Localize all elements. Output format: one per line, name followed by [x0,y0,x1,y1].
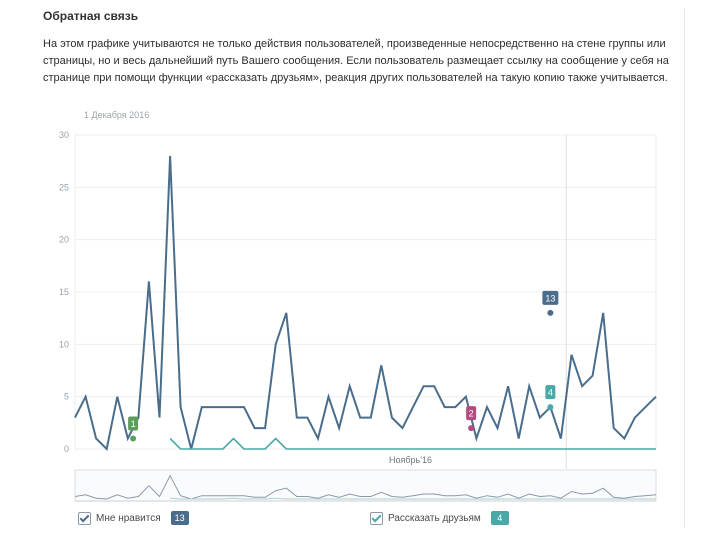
y-tick-label: 25 [59,182,69,192]
likes-count-badge: 13 [170,511,189,525]
annotation-label: 1 [131,419,136,429]
chart-date-label: 1 Декабря 2016 [84,110,150,120]
y-tick-label: 15 [59,287,69,297]
navigator-share-line [170,497,656,500]
y-tick-label: 5 [64,392,69,402]
description-text: На этом графике учитываются не только де… [43,38,669,84]
y-tick-label: 0 [64,444,69,454]
y-tick-label: 20 [59,235,69,245]
legend-item-share[interactable]: Рассказать друзьям 4 [370,510,509,526]
annotation-label: 2 [469,409,474,419]
likes-legend-label: Мне нравится [96,512,161,524]
page-title: Обратная связь [43,9,139,23]
annotation-flag [542,290,559,305]
x-month-label: Ноябрь'16 [389,455,432,465]
navigator-likes-line [74,474,657,500]
y-tick-label: 30 [59,130,69,140]
annotation-flag [466,406,477,421]
share-series-line [169,437,656,450]
annotation-label: 4 [548,388,553,398]
likes-checkbox[interactable] [78,511,91,525]
series-tail [561,397,656,439]
annotation-flag [128,416,139,431]
navigator-frame [74,469,657,502]
annotation-point [130,435,137,442]
annotation-point [547,309,554,316]
y-tick-label: 10 [59,339,69,349]
panel-divider [684,8,685,528]
share-count-badge: 4 [490,511,509,525]
share-legend-label: Рассказать друзьям [388,512,481,524]
legend-item-likes[interactable]: Мне нравится 13 [78,510,189,526]
annotation-flag [545,385,556,400]
share-checkbox[interactable] [370,511,383,525]
annotation-point [468,425,475,432]
annotation-label: 13 [545,293,555,303]
likes-series-line [74,155,657,452]
annotation-point [547,404,554,411]
